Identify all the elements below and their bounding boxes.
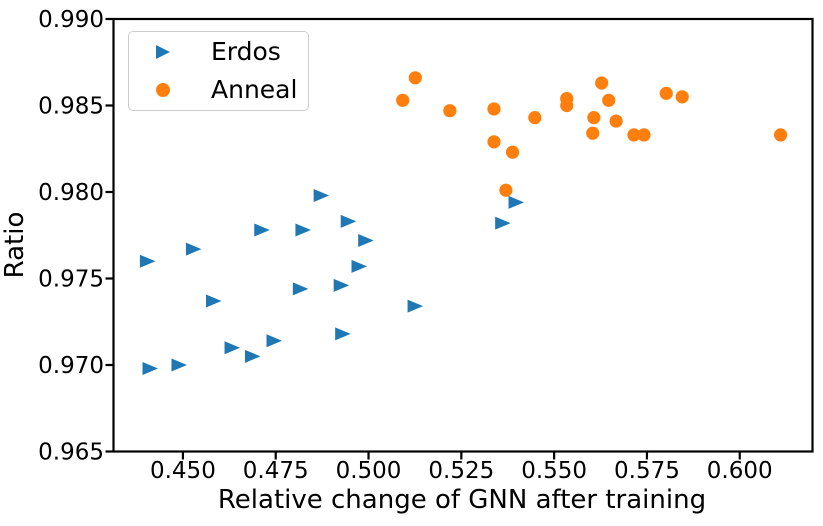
plot-border (112, 17, 814, 453)
triangle-right-marker-icon (156, 45, 170, 59)
data-point-erdos (142, 361, 159, 375)
data-point-erdos (495, 216, 511, 230)
data-point-anneal (505, 145, 520, 159)
data-point-erdos (508, 195, 525, 209)
y-tick-label: 0.980 (38, 180, 104, 206)
data-point-erdos (358, 233, 374, 247)
data-point-anneal (487, 102, 501, 116)
x-tick-label: 0.475 (243, 458, 309, 484)
legend-entry-anneal: Anneal (129, 76, 308, 104)
data-point-erdos (266, 334, 282, 348)
legend-marker-slot (155, 83, 171, 97)
y-tick-label: 0.975 (38, 267, 104, 293)
data-point-anneal (587, 111, 601, 125)
data-point-erdos (333, 278, 350, 292)
data-point-erdos (407, 299, 424, 313)
data-point-anneal (773, 128, 788, 142)
data-point-erdos (351, 259, 368, 273)
data-point-erdos (292, 282, 309, 296)
data-point-erdos (335, 327, 351, 341)
y-tick-label: 0.985 (38, 94, 104, 120)
y-axis-label: Ratio (0, 211, 30, 279)
x-tick-label: 0.500 (336, 458, 402, 484)
y-tick-label: 0.970 (38, 353, 104, 379)
legend-marker-slot (155, 45, 171, 59)
data-point-erdos (244, 349, 261, 363)
x-axis-label: Relative change of GNN after training (217, 485, 707, 515)
data-point-anneal (487, 135, 501, 149)
data-point-anneal (595, 76, 609, 90)
data-point-erdos (313, 188, 330, 202)
data-point-erdos (205, 294, 222, 308)
data-point-anneal (499, 183, 513, 197)
data-point-anneal (396, 93, 410, 107)
data-point-anneal (609, 114, 623, 128)
x-tick-label: 0.525 (428, 458, 494, 484)
circle-marker-icon (156, 83, 170, 97)
data-point-anneal (659, 86, 673, 100)
data-point-erdos (139, 254, 156, 268)
legend: Erdos Anneal (128, 31, 309, 111)
x-tick-label: 0.600 (707, 458, 773, 484)
data-point-erdos (254, 223, 270, 237)
data-point-anneal (586, 126, 600, 140)
data-point-erdos (171, 358, 187, 372)
legend-label-erdos: Erdos (211, 37, 281, 66)
y-tick-label: 0.990 (38, 7, 104, 33)
data-point-erdos (224, 341, 241, 355)
x-tick-label: 0.450 (150, 458, 216, 484)
data-point-anneal (408, 71, 422, 85)
y-tick-label: 0.965 (38, 440, 104, 466)
data-point-anneal (443, 104, 457, 118)
data-point-anneal (637, 128, 651, 142)
data-point-anneal (602, 93, 616, 107)
x-tick-label: 0.575 (614, 458, 680, 484)
data-point-anneal (675, 90, 689, 104)
data-point-erdos (295, 223, 311, 237)
data-point-anneal (627, 128, 641, 142)
x-tick-label: 0.550 (521, 458, 587, 484)
legend-entry-erdos: Erdos (129, 38, 308, 66)
data-point-anneal (528, 111, 542, 125)
legend-label-anneal: Anneal (211, 75, 298, 104)
data-point-erdos (340, 214, 357, 228)
data-point-anneal (560, 98, 574, 113)
data-point-erdos (185, 242, 202, 256)
